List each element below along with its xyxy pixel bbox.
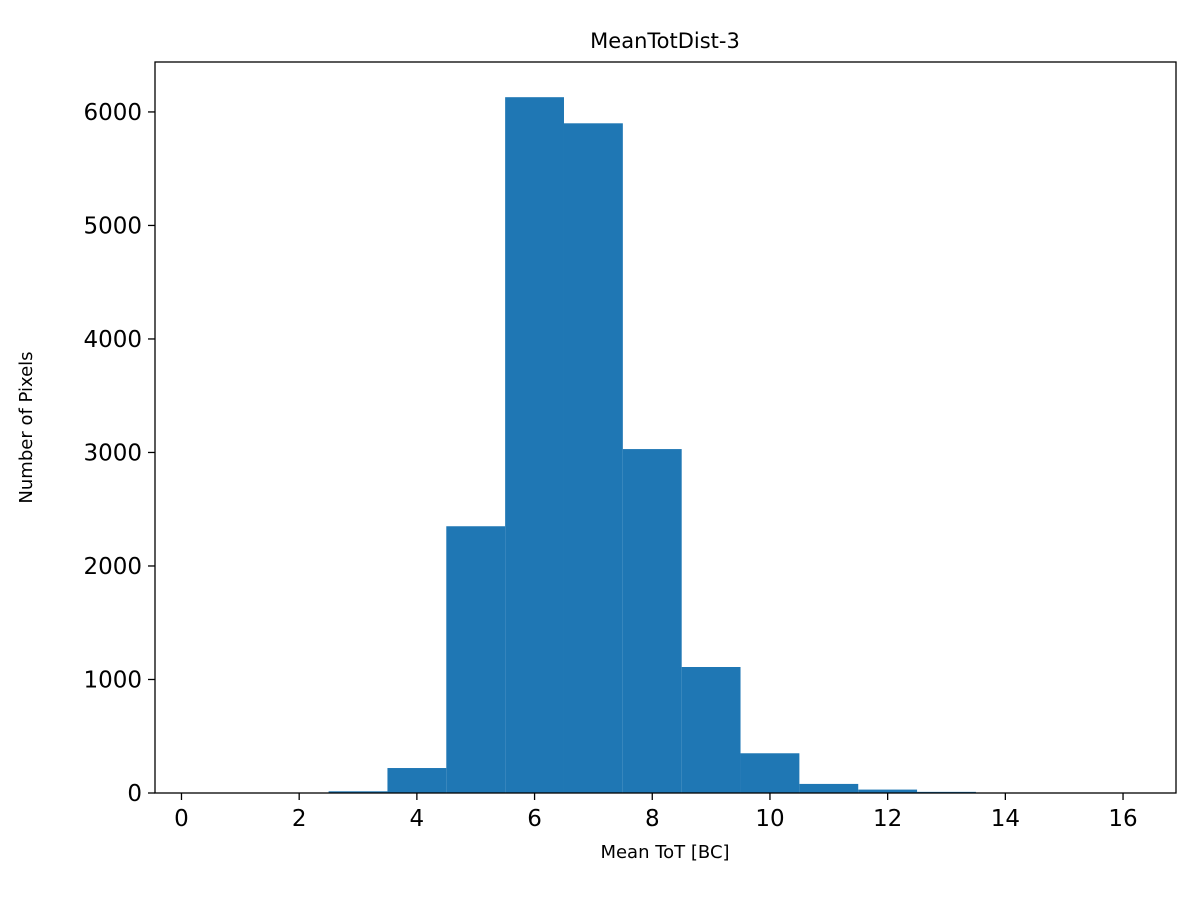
y-tick-label: 4000 — [83, 327, 142, 353]
x-tick-label: 16 — [1108, 806, 1137, 832]
axes-ticks: 0 2 4 6 8 10 12 14 16 0 1000 2000 3000 4000 5000 6000 — [83, 100, 1137, 832]
x-tick-label: 0 — [174, 806, 189, 832]
x-tick-label: 6 — [527, 806, 542, 832]
histogram-bar — [328, 791, 388, 793]
y-tick-label: 1000 — [83, 667, 142, 693]
histogram-bar — [446, 526, 506, 793]
x-axis-label: Mean ToT [BC] — [600, 842, 729, 863]
chart-title: MeanTotDist-3 — [590, 29, 740, 53]
y-axis-label: Number of Pixels — [16, 351, 37, 503]
x-tick-label: 10 — [755, 806, 784, 832]
x-tick-label: 2 — [292, 806, 307, 832]
y-tick-label: 3000 — [83, 440, 142, 466]
histogram-bar — [681, 667, 741, 793]
histogram-bar — [387, 768, 447, 793]
plot-border — [154, 61, 1177, 794]
y-tick-label: 6000 — [83, 100, 142, 126]
x-tick-label: 12 — [873, 806, 902, 832]
y-tick-label: 0 — [127, 781, 142, 807]
y-tick-label: 5000 — [83, 213, 142, 239]
x-tick-label: 4 — [410, 806, 425, 832]
histogram-bar — [858, 789, 918, 793]
x-tick-label: 8 — [645, 806, 660, 832]
histogram-bar — [799, 783, 859, 793]
histogram-bar — [563, 123, 623, 794]
histogram-bar — [740, 753, 800, 793]
histogram-bar — [505, 97, 564, 793]
x-tick-label: 14 — [991, 806, 1020, 832]
histogram-bars — [328, 97, 976, 794]
y-tick-label: 2000 — [83, 554, 142, 580]
histogram-bar — [622, 449, 682, 793]
